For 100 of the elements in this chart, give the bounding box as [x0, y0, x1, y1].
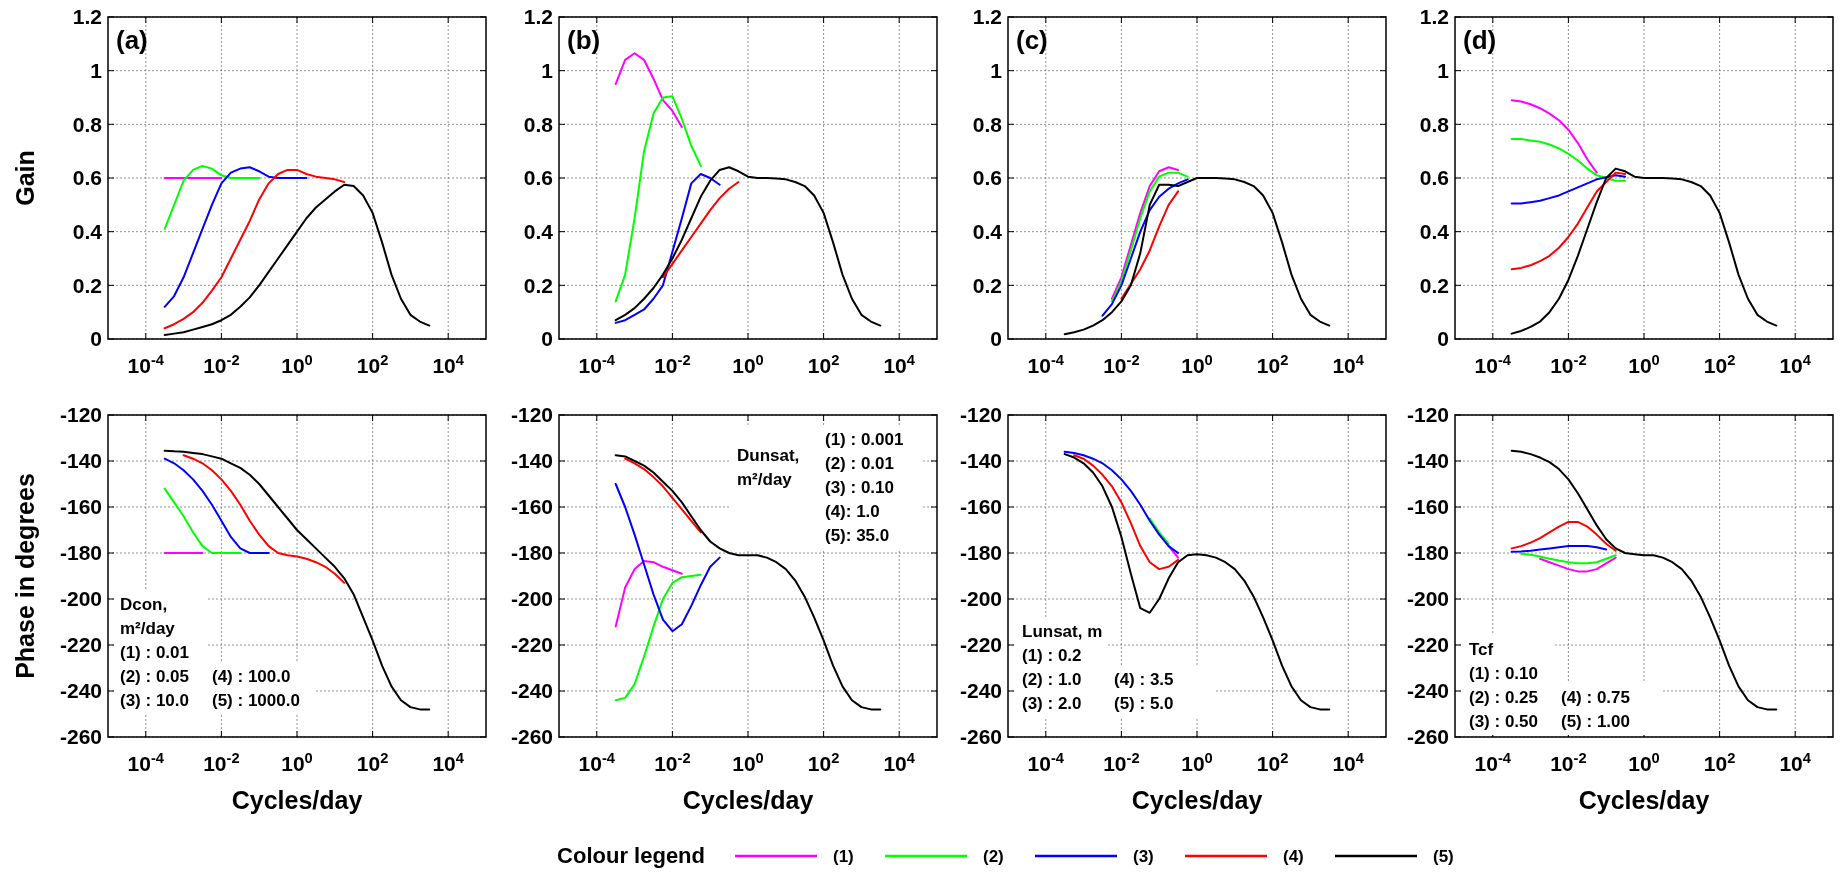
annotation: (4): 1.0 [825, 502, 880, 521]
annotation: (3) : 0.50 [1469, 712, 1538, 731]
x-tick-label: 10$^{4}$ [1332, 352, 1365, 377]
y-tick-label: 1 [990, 59, 1003, 83]
y-tick-label: 1.2 [972, 5, 1002, 29]
line-series [1510, 167, 1778, 335]
x-tick-label: 10$^{-4}$ [1027, 750, 1065, 775]
x-tick-label: 10$^{-2}$ [1550, 352, 1587, 377]
y-tick-label: 0.4 [972, 220, 1003, 244]
y-tick-label: 1.2 [1419, 5, 1449, 29]
x-tick-label: 10$^{-4}$ [578, 750, 616, 775]
annotation: (3) : 2.0 [1022, 694, 1082, 713]
y-tick-label: 0.6 [1419, 166, 1449, 190]
annotation: (5) : 5.0 [1114, 694, 1174, 713]
x-tick-label: 10$^{-4}$ [127, 750, 165, 775]
y-tick-label: -140 [1406, 449, 1449, 473]
legend-label: (1) [833, 847, 854, 866]
x-axis-title: Cycles/day [682, 786, 814, 814]
x-tick-label: 10$^{0}$ [732, 352, 764, 377]
y-tick-label: -160 [510, 495, 553, 519]
annotation: (1) : 0.10 [1469, 664, 1538, 683]
annotation: (3) : 10.0 [120, 691, 189, 710]
chart-title: (b) [567, 25, 601, 55]
x-tick-label: 10$^{2}$ [1703, 750, 1736, 775]
line-series [614, 560, 683, 628]
x-tick-label: 10$^{-2}$ [1103, 352, 1140, 377]
line-series [1120, 190, 1180, 300]
y-tick-label: -220 [510, 633, 553, 657]
y-tick-label: -140 [59, 449, 102, 473]
y-tick-label: -180 [959, 541, 1002, 565]
y-tick-label: 1.2 [72, 5, 102, 29]
x-tick-label: 10$^{-4}$ [127, 352, 165, 377]
annotation: (5) : 1000.0 [212, 691, 300, 710]
y-tick-label: -180 [510, 541, 553, 565]
y-tick-label: 0.8 [523, 112, 554, 136]
line-series [1510, 520, 1617, 552]
x-tick-label: 10$^{0}$ [732, 750, 764, 775]
y-tick-label: 0.2 [72, 273, 102, 297]
x-tick-label: 10$^{0}$ [281, 750, 313, 775]
x-tick-label: 10$^{0}$ [1181, 352, 1213, 377]
annotation: (2) : 1.0 [1022, 670, 1082, 689]
y-tick-label: 0.8 [1419, 112, 1450, 136]
line-series [1510, 174, 1627, 205]
annotation: (2) : 0.01 [825, 454, 894, 473]
y-tick-label: 0.2 [1419, 273, 1449, 297]
y-tick-label: -140 [510, 449, 553, 473]
y-tick-label: -240 [59, 679, 102, 703]
line-series [1063, 177, 1331, 336]
y-tick-label: 0.2 [523, 273, 553, 297]
y-tick-label: -240 [510, 679, 553, 703]
line-series [163, 166, 308, 308]
y-tick-label: 0.4 [523, 220, 554, 244]
legend-title: Colour legend [557, 843, 705, 868]
y-tick-label: -180 [59, 541, 102, 565]
line-series [1510, 99, 1598, 174]
legend-label: (5) [1433, 847, 1454, 866]
line-series [1539, 556, 1617, 573]
legend-label: (3) [1133, 847, 1154, 866]
chart-title: (c) [1016, 25, 1048, 55]
x-axis-title: Cycles/day [231, 786, 363, 814]
x-tick-label: 10$^{2}$ [807, 750, 840, 775]
x-tick-label: 10$^{-4}$ [1474, 352, 1512, 377]
annotation: (4) : 100.0 [212, 667, 291, 686]
line-series [163, 457, 270, 554]
y-axis-title: Phase in degrees [11, 473, 39, 679]
x-tick-label: 10$^{2}$ [1256, 750, 1289, 775]
y-tick-label: -240 [1406, 679, 1449, 703]
annotation: (1) : 0.2 [1022, 646, 1082, 665]
chart-title: (d) [1463, 25, 1497, 55]
y-tick-label: -200 [1406, 587, 1449, 611]
line-series [614, 166, 882, 327]
line-series [1110, 166, 1180, 300]
y-tick-label: 0 [541, 327, 553, 351]
y-tick-label: -220 [959, 633, 1002, 657]
annotation: m²/day [120, 619, 176, 638]
y-tick-label: -160 [59, 495, 102, 519]
y-tick-label: 1 [541, 59, 554, 83]
y-tick-label: 0.8 [72, 112, 103, 136]
line-series [1520, 552, 1617, 565]
x-tick-label: 10$^{-2}$ [203, 750, 240, 775]
line-series [614, 52, 683, 129]
y-tick-label: 0.4 [72, 220, 103, 244]
line-series [614, 483, 721, 633]
line-series [614, 573, 702, 702]
line-series [614, 95, 702, 303]
x-tick-label: 10$^{4}$ [1779, 750, 1812, 775]
line-series [163, 164, 261, 230]
y-tick-label: -120 [510, 403, 553, 427]
y-tick-label: 1 [1437, 59, 1450, 83]
x-tick-label: 10$^{2}$ [807, 352, 840, 377]
y-tick-label: 0.2 [972, 273, 1002, 297]
annotation: Dcon, [120, 595, 168, 614]
line-series [1101, 178, 1189, 317]
y-tick-label: -260 [510, 725, 553, 749]
x-tick-label: 10$^{4}$ [432, 352, 465, 377]
y-tick-label: -160 [959, 495, 1002, 519]
y-axis-title: Gain [11, 150, 39, 206]
y-tick-label: 0.6 [72, 166, 102, 190]
legend-label: (2) [983, 847, 1004, 866]
x-tick-label: 10$^{4}$ [432, 750, 465, 775]
